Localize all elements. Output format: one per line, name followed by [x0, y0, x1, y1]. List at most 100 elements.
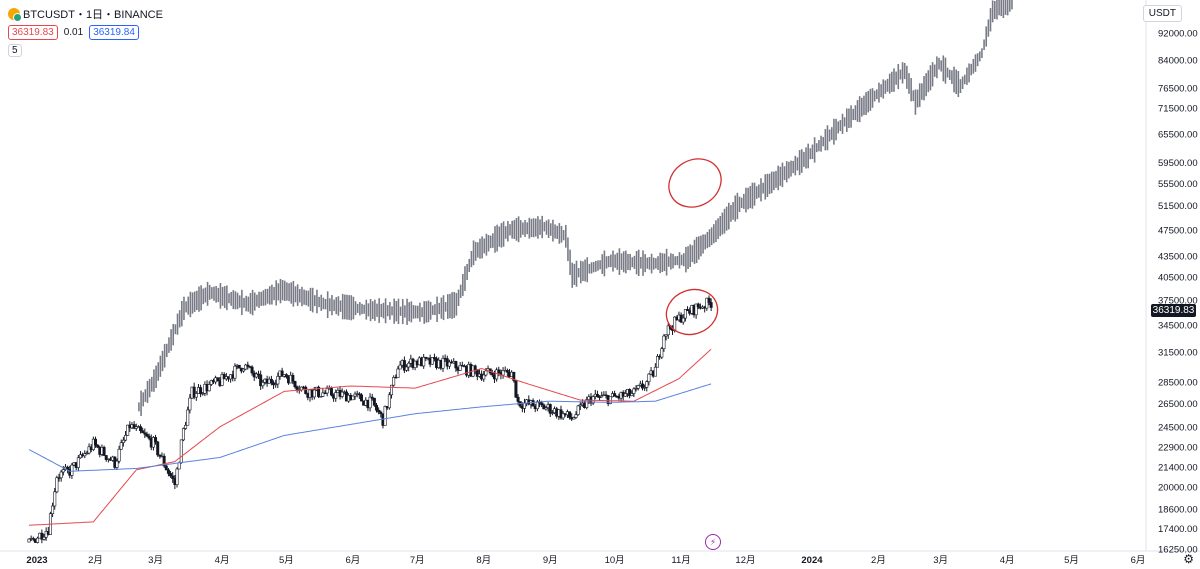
y-tick-label: 51500.00 — [1158, 201, 1198, 212]
candlestick-series — [27, 295, 713, 544]
candle-body — [357, 393, 361, 396]
candle-body — [169, 473, 173, 477]
candle-body — [683, 309, 687, 319]
gear-icon[interactable]: ⚙ — [1183, 552, 1194, 566]
candle-body — [591, 396, 595, 404]
candle-body — [709, 302, 713, 308]
indicator-row: 5 — [8, 44, 22, 57]
y-tick-label: 31500.00 — [1158, 348, 1198, 359]
candle-body — [370, 396, 374, 399]
y-tick-label: 43500.00 — [1158, 251, 1198, 262]
symbol-title: BTCUSDT・1日・BINANCE — [23, 9, 163, 21]
candle-body — [209, 380, 213, 385]
candle-body — [548, 404, 552, 414]
currency-selector[interactable]: USDT — [1142, 5, 1182, 22]
y-tick-label: 21400.00 — [1158, 463, 1198, 474]
candle-body — [636, 385, 640, 389]
x-tick-label: 12月 — [735, 555, 755, 566]
candle-body — [628, 389, 632, 397]
x-tick-label: 6月 — [1131, 555, 1146, 566]
candle-body — [179, 439, 183, 464]
candle-body — [85, 452, 89, 455]
time-axis[interactable]: 2023 2月 3月 4月 5月 6月 7月 8月 9月 10月 11月 12月 2024 2月 3月 4月 5… — [26, 555, 1145, 566]
candle-body — [353, 393, 357, 397]
candle-body — [312, 389, 316, 398]
candle-body — [76, 457, 80, 468]
candle-body — [117, 448, 121, 462]
candle-body — [276, 376, 280, 385]
candle-body — [188, 397, 192, 411]
candle-body — [656, 355, 660, 368]
candle-body — [184, 424, 188, 429]
x-tick-label: 5月 — [1064, 555, 1079, 566]
y-tick-label: 59500.00 — [1158, 158, 1198, 169]
candle-body — [57, 477, 61, 479]
candle-body — [544, 407, 548, 410]
candle-body — [201, 392, 205, 395]
quote-row: 36319.83 0.01 36319.84 — [8, 25, 145, 40]
candle-body — [284, 374, 288, 378]
candle-body — [192, 386, 196, 398]
candle-body — [430, 357, 434, 365]
x-tick-label: 11月 — [671, 555, 690, 566]
y-tick-label: 55500.00 — [1158, 179, 1198, 190]
compare-bar-series — [138, 0, 1013, 417]
candle-body — [351, 395, 355, 401]
symbol-legend[interactable]: BTCUSDT・1日・BINANCE — [8, 6, 163, 22]
y-tick-label: 17400.00 — [1158, 524, 1198, 535]
candle-body — [632, 388, 636, 394]
candle-body — [121, 439, 125, 443]
candle-body — [36, 537, 40, 543]
candle-body — [257, 373, 261, 376]
candle-body — [261, 382, 265, 387]
candle-body — [119, 442, 123, 450]
y-tick-label: 34500.00 — [1158, 320, 1198, 331]
y-tick-label: 37500.00 — [1158, 296, 1198, 307]
candle-body — [359, 394, 363, 402]
candle-body — [317, 386, 321, 397]
y-tick-label: 65500.00 — [1158, 130, 1198, 141]
candle-body — [147, 435, 151, 439]
candle-body — [377, 409, 381, 413]
ma-blue-line — [28, 383, 712, 472]
candle-body — [432, 357, 436, 359]
candle-body — [83, 453, 87, 457]
ema-red-line — [28, 348, 712, 526]
candle-body — [70, 464, 74, 476]
sell-price-box[interactable]: 36319.83 — [8, 25, 58, 40]
candle-body — [115, 460, 119, 468]
candle-body — [259, 374, 263, 387]
candle-body — [145, 433, 149, 437]
indicator-count-badge[interactable]: 5 — [8, 44, 22, 57]
x-tick-label: 10月 — [605, 555, 625, 566]
candle-body — [61, 469, 65, 473]
candle-body — [274, 383, 278, 386]
candle-body — [126, 424, 130, 436]
bitcoin-icon — [8, 8, 22, 22]
lightning-icon[interactable]: ⚡ — [705, 534, 721, 550]
candle-body — [372, 397, 376, 406]
x-tick-label: 3月 — [148, 555, 163, 566]
highlight-circle-lower — [665, 288, 719, 336]
candle-body — [78, 454, 82, 459]
candle-body — [96, 444, 100, 448]
price-axis[interactable]: 92000.00 84000.00 76500.00 71500.00 65500.00… — [1158, 29, 1198, 556]
candle-body — [319, 396, 323, 398]
candle-body — [422, 356, 426, 367]
candle-body — [681, 317, 685, 323]
candle-body — [630, 393, 634, 397]
candle-body — [368, 396, 372, 409]
buy-price-box[interactable]: 36319.84 — [89, 25, 139, 40]
candle-body — [576, 405, 580, 415]
candle-body — [269, 378, 273, 384]
candle-body — [340, 391, 344, 397]
x-tick-label: 4月 — [215, 555, 230, 566]
candle-body — [568, 411, 572, 418]
candle-body — [407, 362, 411, 368]
y-tick-label: 22900.00 — [1158, 442, 1198, 453]
candle-body — [666, 325, 670, 336]
x-tick-label: 2023 — [26, 555, 47, 566]
x-tick-label: 7月 — [410, 555, 425, 566]
candle-body — [199, 387, 203, 395]
